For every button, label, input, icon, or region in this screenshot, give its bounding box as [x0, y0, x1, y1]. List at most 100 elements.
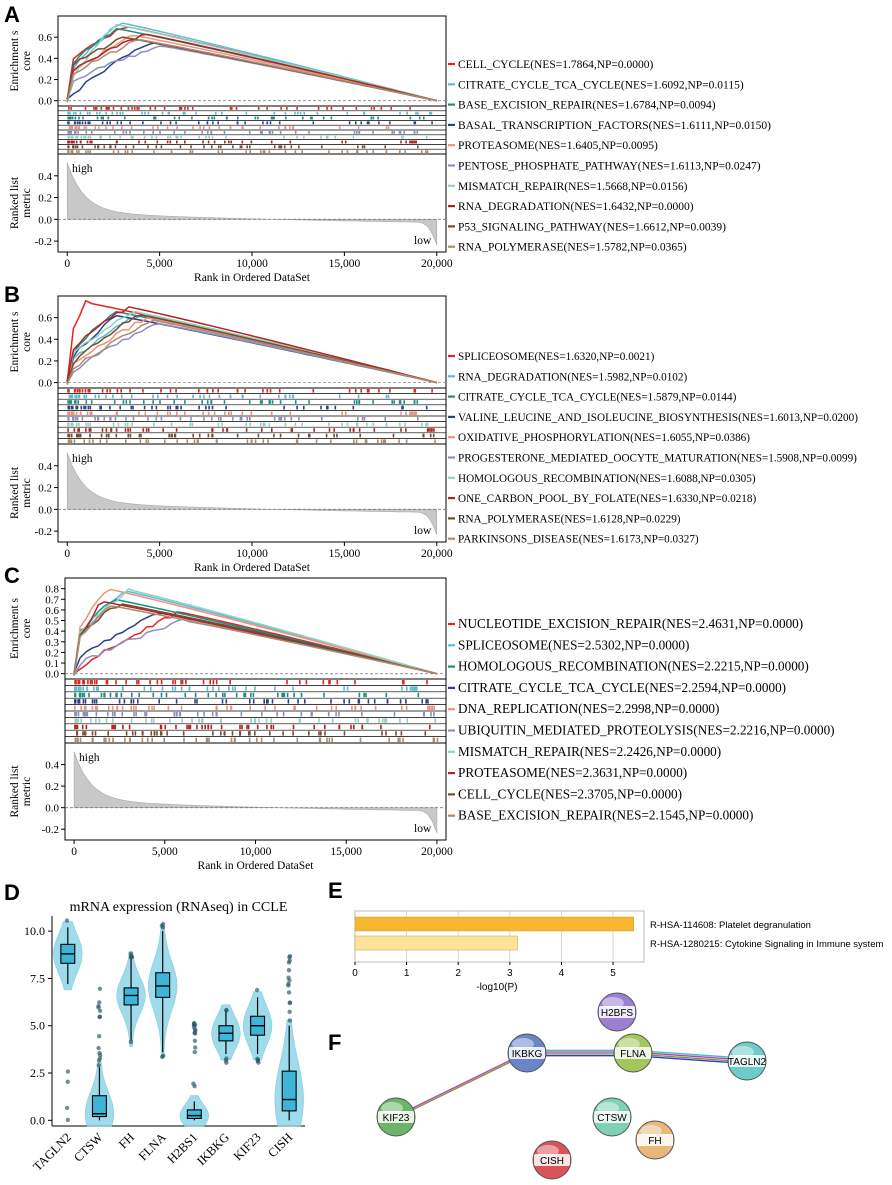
hit-mark: [232, 417, 234, 421]
hit-mark: [148, 705, 150, 710]
hit-mark: [85, 724, 88, 730]
es-axis-label-line2: core: [21, 619, 33, 639]
hit-mark: [272, 724, 275, 730]
hit-mark: [191, 718, 193, 723]
hit-mark: [186, 724, 188, 730]
hit-mark: [164, 724, 167, 730]
hit-mark: [124, 150, 127, 153]
y-tick-label: 0.0: [30, 1113, 45, 1127]
hit-mark: [84, 121, 87, 125]
hit-mark: [356, 150, 359, 153]
hit-mark: [252, 699, 255, 704]
hit-mark: [68, 394, 71, 399]
es-tick-label: 0.6: [38, 313, 52, 325]
hit-mark: [237, 116, 239, 120]
hit-mark: [387, 394, 390, 399]
hit-mark: [254, 686, 256, 691]
hit-mark: [260, 150, 262, 153]
hit-mark: [294, 111, 296, 115]
hit-mark: [175, 712, 178, 717]
hit-mark: [180, 405, 182, 410]
hit-mark: [72, 150, 74, 153]
hit-mark: [201, 718, 204, 723]
hit-mark: [69, 131, 71, 134]
hit-mark: [336, 433, 338, 438]
legend-entry: MISMATCH_REPAIR(NES=1.5668,NP=0.0156): [458, 181, 688, 193]
hit-mark: [387, 126, 390, 129]
hit-mark: [228, 411, 230, 415]
hit-mark: [358, 400, 360, 404]
hit-mark: [113, 400, 116, 404]
hit-mark: [84, 389, 87, 393]
hit-mark: [74, 121, 76, 125]
hit-mark: [360, 389, 362, 393]
hit-mark: [291, 394, 294, 399]
hit-mark: [174, 686, 177, 691]
hit-mark: [124, 428, 127, 432]
hit-mark: [153, 705, 155, 710]
hit-mark: [357, 417, 359, 421]
hit-mark: [310, 116, 312, 120]
x-axis-label: -log10(P): [476, 982, 517, 993]
legend-entry: SPLICEOSOME(NES=1.6320,NP=0.0021): [458, 351, 655, 363]
hit-mark: [68, 411, 71, 415]
hit-mark: [156, 731, 158, 736]
hit-mark: [354, 705, 356, 710]
hit-mark: [222, 692, 224, 698]
hit-mark: [239, 145, 242, 149]
hit-mark: [380, 107, 383, 110]
hit-mark: [79, 692, 82, 698]
hit-mark: [241, 140, 244, 144]
hit-mark: [357, 718, 359, 723]
hit-mark: [229, 394, 232, 399]
hit-mark: [399, 111, 401, 115]
hit-mark: [360, 705, 362, 710]
hit-mark: [413, 686, 416, 691]
hit-mark: [354, 680, 356, 685]
hit-mark: [293, 692, 295, 698]
hit-mark: [87, 150, 89, 153]
es-tick-label: 0.8: [45, 584, 59, 596]
hit-mark: [92, 439, 94, 443]
hit-mark: [413, 131, 416, 134]
hit-mark: [138, 107, 140, 110]
hit-mark: [366, 422, 368, 427]
hit-mark: [372, 422, 375, 427]
box: [281, 1070, 297, 1112]
outlier-point: [287, 1000, 293, 1005]
hit-mark: [261, 131, 263, 134]
hit-mark: [372, 116, 375, 120]
hit-mark: [160, 724, 163, 730]
hit-mark: [67, 433, 69, 438]
hit-mark: [120, 107, 123, 110]
hit-mark: [338, 712, 340, 717]
hit-mark: [402, 135, 404, 139]
box-panel-d: 0.0 2.5 5.0 7.5 10.0 mRNA expression (RNAseq)…: [24, 900, 305, 1174]
hit-mark: [378, 121, 380, 125]
box: [91, 1095, 107, 1118]
hit-mark: [249, 150, 251, 153]
hit-mark: [129, 121, 131, 125]
hit-mark: [88, 692, 90, 698]
hit-mark: [228, 140, 230, 144]
hit-mark: [180, 135, 182, 139]
hit-mark: [72, 145, 74, 149]
hit-mark: [243, 692, 245, 698]
hit-mark: [203, 394, 205, 399]
hit-mark: [257, 116, 259, 120]
box: [123, 987, 139, 1006]
y-tick-label: 10.0: [24, 924, 45, 938]
hit-mark: [78, 699, 81, 704]
hit-mark: [67, 145, 69, 149]
hit-mark: [302, 116, 304, 120]
hit-mark: [161, 686, 164, 691]
hit-mark: [219, 718, 222, 723]
hit-mark: [358, 131, 360, 134]
hit-mark: [249, 699, 251, 704]
legend-entry: RNA_DEGRADATION(NES=1.5982,NP=0.0102): [458, 371, 687, 383]
hit-mark: [129, 400, 131, 404]
x-tick-label: 2: [455, 968, 461, 979]
hit-mark: [164, 439, 166, 443]
hit-mark: [281, 692, 283, 698]
hit-mark: [217, 145, 220, 149]
